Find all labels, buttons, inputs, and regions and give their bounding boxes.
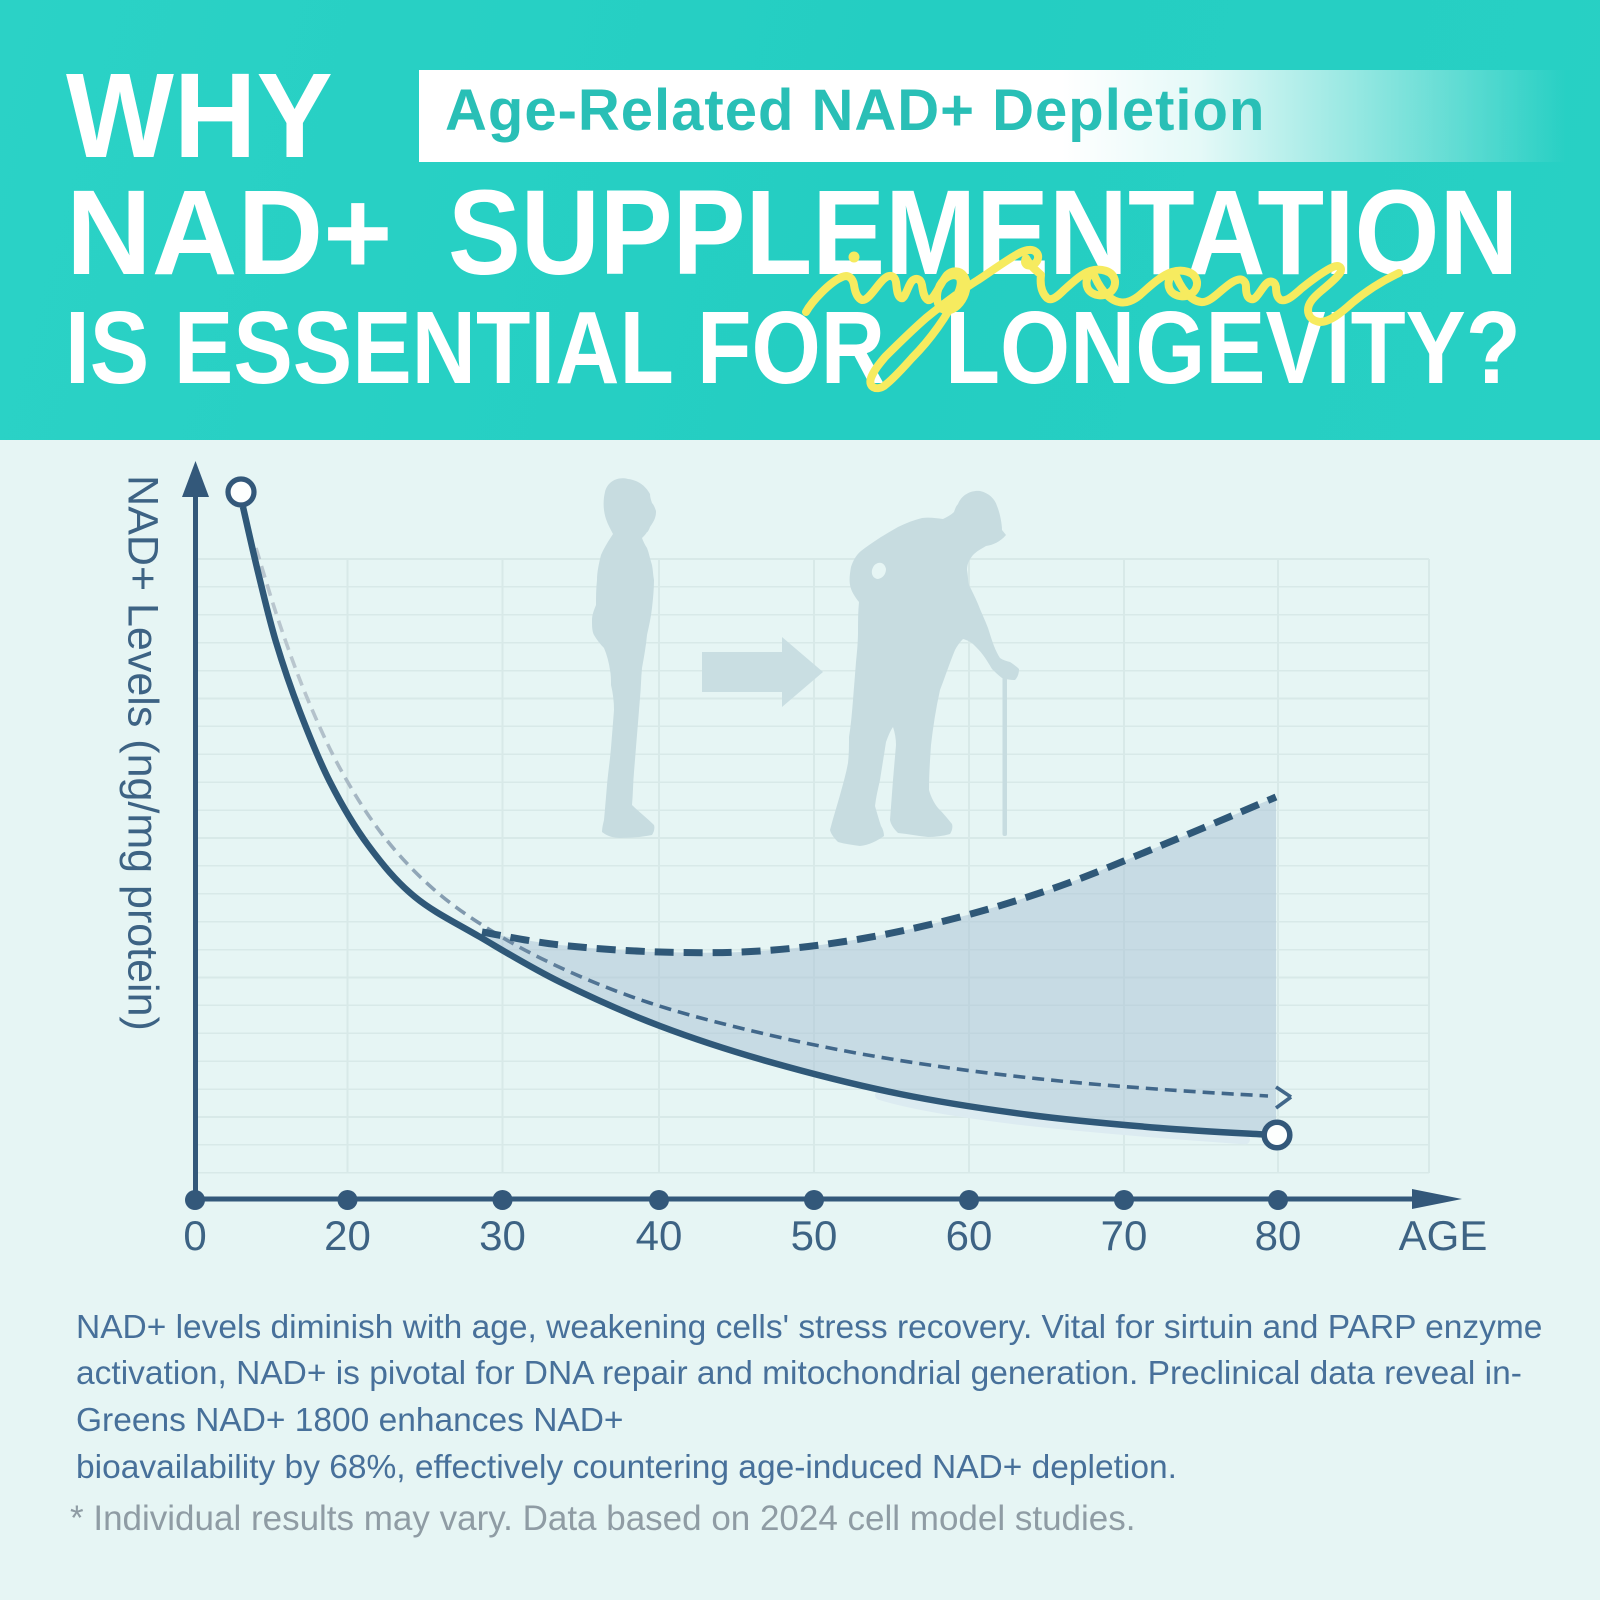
svg-text:70: 70 xyxy=(1101,1212,1148,1259)
svg-text:AGE: AGE xyxy=(1399,1212,1488,1259)
svg-text:60: 60 xyxy=(946,1212,993,1259)
svg-text:30: 30 xyxy=(479,1212,526,1259)
svg-text:50: 50 xyxy=(791,1212,838,1259)
svg-text:0: 0 xyxy=(183,1212,206,1259)
svg-text:80: 80 xyxy=(1255,1212,1302,1259)
svg-text:NAD+ Levels (ng/mg protein): NAD+ Levels (ng/mg protein) xyxy=(119,475,167,1031)
svg-text:20: 20 xyxy=(324,1212,371,1259)
svg-text:40: 40 xyxy=(636,1212,683,1259)
